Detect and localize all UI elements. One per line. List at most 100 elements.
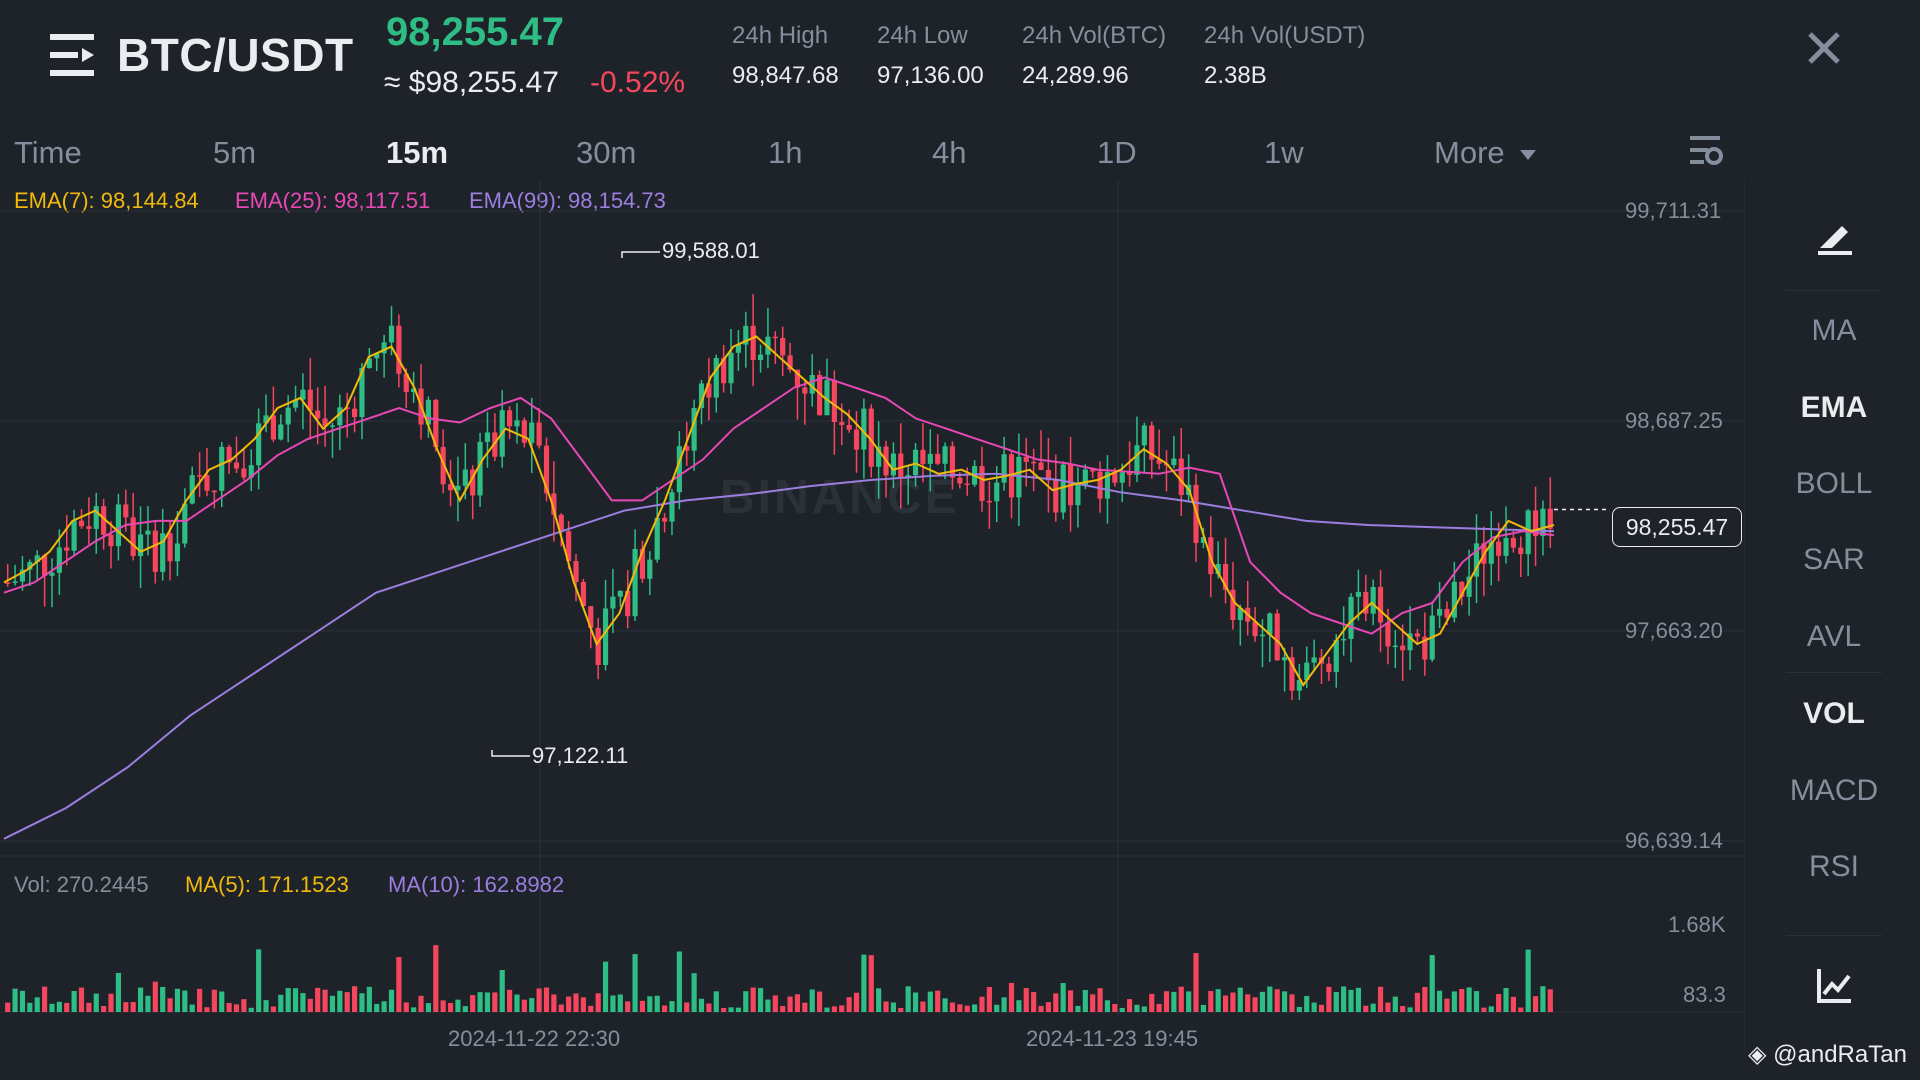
- tab-1h[interactable]: 1h: [768, 135, 803, 170]
- tab-4h[interactable]: 4h: [932, 135, 967, 170]
- candle-body: [912, 449, 919, 476]
- candle-body: [809, 375, 815, 394]
- tab-time[interactable]: Time: [14, 135, 82, 170]
- volume-bar: [580, 997, 586, 1012]
- candle-body: [1134, 445, 1140, 475]
- candle-body: [315, 410, 321, 419]
- volume-bar: [1318, 1004, 1325, 1012]
- volume-bar: [780, 1005, 786, 1012]
- indicator-chart-icon[interactable]: [1816, 966, 1854, 1004]
- volume-bar: [403, 1002, 409, 1012]
- tab-5m[interactable]: 5m: [213, 135, 257, 170]
- candle-body: [1437, 608, 1443, 616]
- candle-body: [366, 358, 372, 369]
- volume-bar: [1525, 949, 1531, 1012]
- sidebar-item-boll[interactable]: BOLL: [1795, 467, 1873, 500]
- volume-bar: [831, 1006, 837, 1012]
- sidebar-item-ema[interactable]: EMA: [1800, 391, 1868, 424]
- candle-body: [381, 342, 387, 354]
- candle-body: [1119, 472, 1125, 483]
- volume-bar: [34, 997, 40, 1012]
- volume-bar: [344, 992, 350, 1012]
- price-tick-label: 98,687.25: [1625, 408, 1723, 433]
- candle-body: [1496, 541, 1502, 556]
- candle-body: [1392, 645, 1398, 648]
- draw-pen-icon[interactable]: [1816, 218, 1854, 256]
- candle-body: [1488, 541, 1494, 564]
- sidebar-item-avl[interactable]: AVL: [1806, 620, 1862, 653]
- candle-body: [1370, 586, 1376, 614]
- candle-body: [455, 485, 461, 491]
- candle-body: [802, 387, 808, 394]
- volume-bar: [507, 989, 513, 1012]
- candle-body: [447, 484, 454, 491]
- volume-bar: [986, 987, 992, 1012]
- candle-body: [484, 432, 491, 442]
- candle-body: [861, 408, 867, 450]
- candle-body: [957, 477, 963, 484]
- sidebar-item-vol[interactable]: VOL: [1803, 697, 1865, 730]
- volume-bar: [204, 1007, 210, 1012]
- candle-body: [1031, 461, 1037, 464]
- sidebar-item-ma[interactable]: MA: [1811, 314, 1857, 347]
- candle-body: [1230, 589, 1236, 621]
- volume-bar: [1230, 992, 1236, 1012]
- tab-more[interactable]: More: [1434, 135, 1537, 171]
- candle-body: [949, 446, 956, 478]
- candle-body: [602, 608, 609, 666]
- volume-bar: [1510, 996, 1516, 1012]
- sidebar-item-sar[interactable]: SAR: [1803, 543, 1865, 576]
- volume-bar: [1193, 953, 1199, 1012]
- stat-value: 24,289.96: [1022, 62, 1129, 89]
- volume-bar: [625, 1001, 631, 1012]
- volume-bar: [1156, 1003, 1162, 1012]
- tab-15m[interactable]: 15m: [386, 135, 449, 170]
- candle-body: [1473, 543, 1480, 577]
- volume-bar: [632, 954, 638, 1012]
- menu-icon[interactable]: [50, 34, 96, 76]
- candle-body: [189, 475, 195, 504]
- volume-bar: [5, 1002, 11, 1012]
- volume-bar: [300, 993, 306, 1012]
- volume-bar: [662, 1005, 668, 1012]
- price-chart[interactable]: [0, 180, 1745, 1050]
- tab-30m[interactable]: 30m: [576, 135, 637, 170]
- volume-bar: [152, 981, 158, 1012]
- volume-bar: [56, 1001, 62, 1012]
- tab-1d[interactable]: 1D: [1097, 135, 1137, 170]
- volume-bar: [1473, 991, 1480, 1012]
- close-icon[interactable]: [1804, 28, 1844, 68]
- last-price: 98,255.47: [386, 10, 564, 54]
- candle-body: [994, 482, 1000, 502]
- candle-body: [1178, 458, 1184, 495]
- candle-body: [433, 399, 439, 448]
- candle-body: [868, 408, 874, 467]
- volume-bar: [241, 999, 247, 1012]
- sidebar-item-macd[interactable]: MACD: [1789, 774, 1879, 807]
- volume-bar: [64, 1002, 70, 1012]
- volume-bar: [1341, 986, 1347, 1012]
- volume-bar: [270, 1006, 276, 1012]
- volume-bar: [425, 1003, 431, 1012]
- volume-bar: [905, 986, 911, 1012]
- candle-body: [942, 446, 948, 464]
- volume-bar: [329, 995, 336, 1012]
- candle-body: [359, 368, 365, 418]
- time-tick-label: 2024-11-22 22:30: [448, 1026, 621, 1051]
- stat-24h-low: 24h Low 97,136.00: [877, 22, 984, 90]
- volume-bar: [1547, 989, 1553, 1012]
- pair-title[interactable]: BTC/USDT: [117, 29, 354, 81]
- volume-bar: [1252, 997, 1258, 1012]
- sidebar-item-rsi[interactable]: RSI: [1808, 850, 1859, 883]
- chart-settings-icon[interactable]: [1688, 134, 1724, 168]
- volume-bar: [78, 987, 85, 1012]
- candle-body: [735, 344, 741, 353]
- tab-1w[interactable]: 1w: [1264, 135, 1304, 170]
- candle-body: [639, 548, 646, 579]
- candle-body: [182, 503, 188, 544]
- candle-body: [211, 490, 217, 493]
- ema99-legend: EMA(99): 98,154.73: [469, 188, 666, 213]
- candle-body: [853, 429, 860, 450]
- volume-bar: [1289, 994, 1295, 1012]
- stat-label: 24h Vol(BTC): [1022, 22, 1167, 49]
